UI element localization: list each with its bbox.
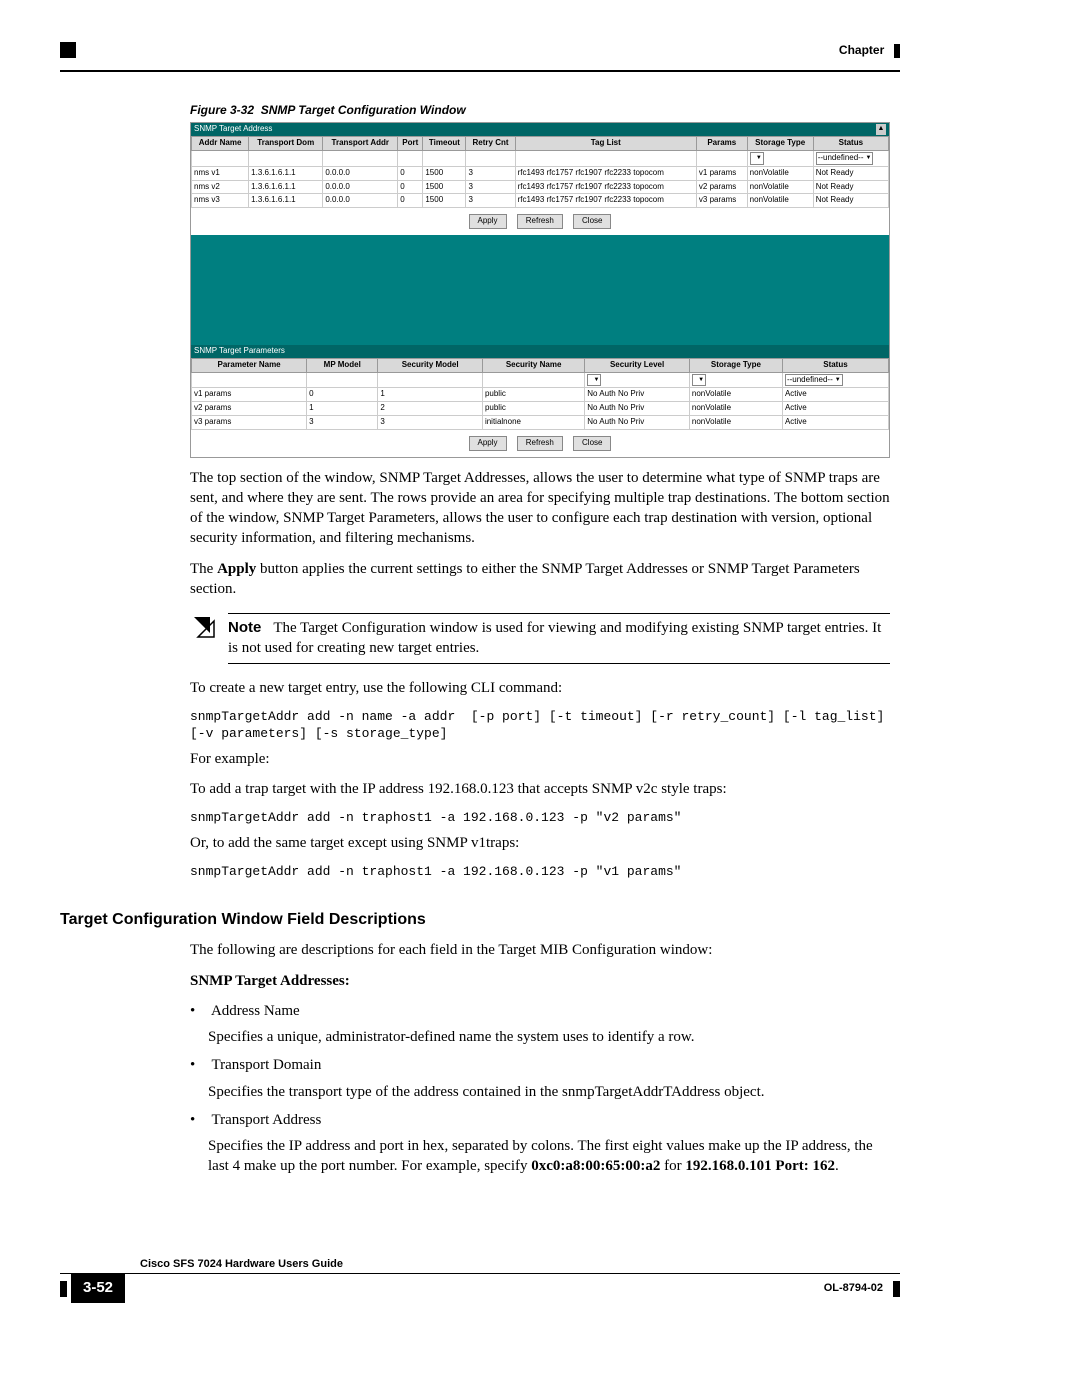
figure-number: Figure 3-32 [190, 103, 254, 117]
empty-panel-area [191, 235, 889, 345]
page-number: 3-52 [71, 1274, 125, 1302]
list-item: Transport Address Specifies the IP addre… [190, 1110, 890, 1177]
close-button[interactable]: Close [573, 436, 611, 451]
sub-heading: SNMP Target Addresses: [190, 971, 890, 991]
page-header: Chapter [60, 40, 900, 60]
close-button[interactable]: Close [573, 214, 611, 229]
refresh-button[interactable]: Refresh [517, 214, 563, 229]
params-panel-title: SNMP Target Parameters [191, 345, 889, 358]
status-dropdown[interactable]: --undefined--▼ [816, 152, 874, 165]
params-table: Parameter Name MP Model Security Model S… [191, 358, 889, 430]
section-heading: Target Configuration Window Field Descri… [60, 909, 890, 931]
scroll-up-icon[interactable]: ▲ [876, 124, 886, 135]
figure-screenshot: SNMP Target Address ▲ Addr Name Transpor… [190, 122, 890, 457]
addr-button-row: Apply Refresh Close [191, 208, 889, 235]
corner-marker-left [60, 42, 76, 58]
paragraph: To create a new target entry, use the fo… [190, 678, 890, 698]
list-item: Address Name Specifies a unique, adminis… [190, 1001, 890, 1048]
footer-book-title: Cisco SFS 7024 Hardware Users Guide [140, 1257, 900, 1272]
note-icon [190, 613, 218, 641]
header-rule [60, 70, 900, 72]
paragraph: To add a trap target with the IP address… [190, 779, 890, 799]
params-filter-row: ▼ ▼ --undefined--▼ [192, 372, 889, 388]
table-row[interactable]: v2 params12publicNo Auth No PrivnonVolat… [192, 402, 889, 416]
note-block: NoteThe Target Configuration window is u… [190, 613, 890, 664]
table-row[interactable]: nms v21.3.6.1.6.1.10.0.0.0015003rfc1493 … [192, 180, 889, 194]
apply-button[interactable]: Apply [469, 214, 507, 229]
storage-type-dropdown[interactable]: ▼ [750, 152, 764, 165]
paragraph: The following are descriptions for each … [190, 940, 890, 960]
addr-filter-row: ▼ --undefined--▼ [192, 151, 889, 167]
addr-header-row: Addr Name Transport Dom Transport Addr P… [192, 137, 889, 151]
paragraph: For example: [190, 749, 890, 769]
paragraph: Or, to add the same target except using … [190, 833, 890, 853]
figure-title: SNMP Target Configuration Window [261, 103, 466, 117]
page-footer: Cisco SFS 7024 Hardware Users Guide 3-52… [60, 1257, 900, 1303]
note-text: The Target Configuration window is used … [228, 620, 881, 656]
main-content: Figure 3-32 SNMP Target Configuration Wi… [190, 102, 890, 1176]
cli-command: snmpTargetAddr add -n traphost1 -a 192.1… [190, 863, 890, 881]
status-dropdown[interactable]: --undefined--▼ [785, 374, 843, 387]
addr-panel-title: SNMP Target Address ▲ [191, 123, 889, 136]
figure-caption: Figure 3-32 SNMP Target Configuration Wi… [190, 102, 890, 118]
paragraph: The top section of the window, SNMP Targ… [190, 468, 890, 549]
cli-command: snmpTargetAddr add -n name -a addr [-p p… [190, 708, 890, 743]
field-list: Address Name Specifies a unique, adminis… [190, 1001, 890, 1177]
paragraph: The Apply button applies the current set… [190, 559, 890, 600]
params-header-row: Parameter Name MP Model Security Model S… [192, 358, 889, 372]
table-row[interactable]: nms v11.3.6.1.6.1.10.0.0.0015003rfc1493 … [192, 166, 889, 180]
sec-level-dropdown[interactable]: ▼ [587, 374, 601, 387]
list-item: Transport Domain Specifies the transport… [190, 1055, 890, 1102]
footer-marker [60, 1281, 67, 1297]
table-row[interactable]: v3 params33initialnoneNo Auth No Privnon… [192, 416, 889, 430]
refresh-button[interactable]: Refresh [517, 436, 563, 451]
doc-id: OL-8794-02 [824, 1281, 889, 1296]
storage-type-dropdown[interactable]: ▼ [692, 374, 706, 387]
addr-table: Addr Name Transport Dom Transport Addr P… [191, 136, 889, 208]
note-label: Note [228, 619, 261, 636]
table-row[interactable]: v1 params01publicNo Auth No PrivnonVolat… [192, 388, 889, 402]
params-button-row: Apply Refresh Close [191, 430, 889, 457]
chapter-label: Chapter [839, 43, 884, 57]
footer-marker [893, 1281, 900, 1297]
cli-command: snmpTargetAddr add -n traphost1 -a 192.1… [190, 809, 890, 827]
apply-button[interactable]: Apply [469, 436, 507, 451]
table-row[interactable]: nms v31.3.6.1.6.1.10.0.0.0015003rfc1493 … [192, 194, 889, 208]
corner-marker-right [894, 44, 900, 58]
